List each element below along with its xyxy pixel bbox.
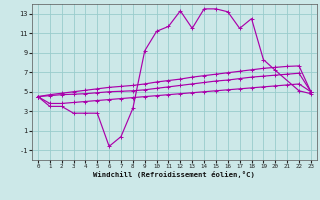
X-axis label: Windchill (Refroidissement éolien,°C): Windchill (Refroidissement éolien,°C) xyxy=(93,171,255,178)
